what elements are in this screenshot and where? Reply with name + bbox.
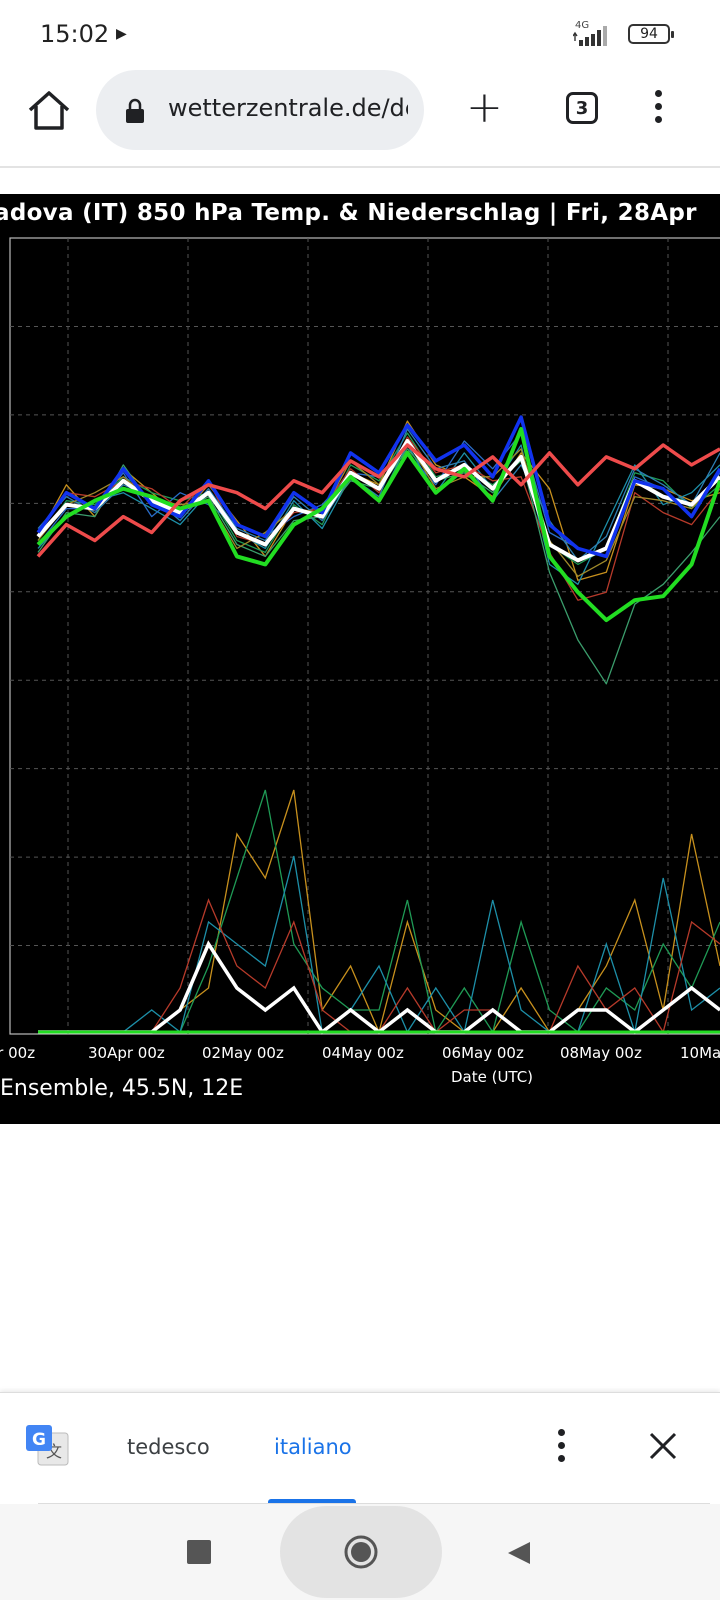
- x-tick-label: 06May 00z: [442, 1044, 524, 1062]
- x-tick-label: 02May 00z: [202, 1044, 284, 1062]
- chart-plot: or 00z 30Apr 00z 02May 00z 04May 00z 06May 0…: [0, 237, 720, 1086]
- divider: [38, 1503, 710, 1504]
- home-icon[interactable]: [26, 88, 72, 134]
- status-time: 15:02: [40, 20, 110, 48]
- precipitation-line: [38, 789, 720, 1035]
- url-text[interactable]: wetterzentrale.de/de: [168, 94, 408, 122]
- x-tick-label: 30Apr 00z: [88, 1044, 165, 1062]
- tab-switcher-button[interactable]: 3: [566, 92, 598, 124]
- precipitation-line: [38, 789, 720, 1034]
- plot-frame: [9, 237, 720, 1035]
- operational-run-line: [36, 427, 720, 623]
- google-translate-icon: 文 G: [26, 1425, 69, 1466]
- chart-footer: Ensemble, 45.5N, 12E: [0, 1076, 244, 1101]
- network-type: 4G: [575, 20, 590, 31]
- lock-icon: [126, 98, 144, 123]
- nav-home-button[interactable]: [280, 1506, 442, 1598]
- target-language-tab[interactable]: italiano: [274, 1435, 352, 1459]
- close-icon[interactable]: [648, 1431, 678, 1461]
- ensemble-mean-line: [36, 439, 720, 563]
- ensemble-chart: or 00z 30Apr 00z 02May 00z 04May 00z 06May 0…: [0, 194, 720, 1124]
- address-bar[interactable]: wetterzentrale.de/de: [96, 70, 424, 150]
- translate-menu-icon[interactable]: [555, 1429, 567, 1469]
- x-tick-label: 04May 00z: [322, 1044, 404, 1062]
- precipitation-line: [38, 855, 720, 1034]
- browser-toolbar: wetterzentrale.de/de + 3: [0, 70, 720, 168]
- x-axis-label: Date (UTC): [451, 1068, 533, 1086]
- battery-icon: 94: [628, 24, 674, 44]
- status-bar: 15:02 ▶ 4G 94: [0, 0, 720, 70]
- battery-level: 94: [640, 26, 658, 42]
- back-icon[interactable]: [504, 1538, 534, 1568]
- x-tick-label: or 00z: [0, 1044, 35, 1062]
- reference-line: [36, 443, 720, 558]
- signal-icon: [573, 26, 607, 46]
- svg-text:G: G: [32, 1430, 46, 1450]
- system-nav-bar: [0, 1504, 720, 1600]
- translate-bar: 文 G tedesco italiano: [0, 1392, 720, 1505]
- x-tick-label: 08May 00z: [560, 1044, 642, 1062]
- source-language-tab[interactable]: tedesco: [127, 1435, 210, 1459]
- ensemble-member-line: [37, 436, 720, 601]
- recents-icon[interactable]: [187, 1540, 211, 1564]
- x-tick-label: 10Ma: [680, 1044, 720, 1062]
- browser-menu-icon[interactable]: [652, 90, 664, 130]
- new-tab-button[interactable]: +: [466, 82, 503, 133]
- ensemble-member-line: [37, 444, 720, 585]
- chart-title: adova (IT) 850 hPa Temp. & Niederschlag …: [0, 200, 697, 226]
- home-circle-icon: [344, 1535, 378, 1569]
- control-run-line: [36, 415, 720, 559]
- play-store-icon: ▶: [116, 26, 127, 42]
- active-tab-indicator: [268, 1499, 356, 1505]
